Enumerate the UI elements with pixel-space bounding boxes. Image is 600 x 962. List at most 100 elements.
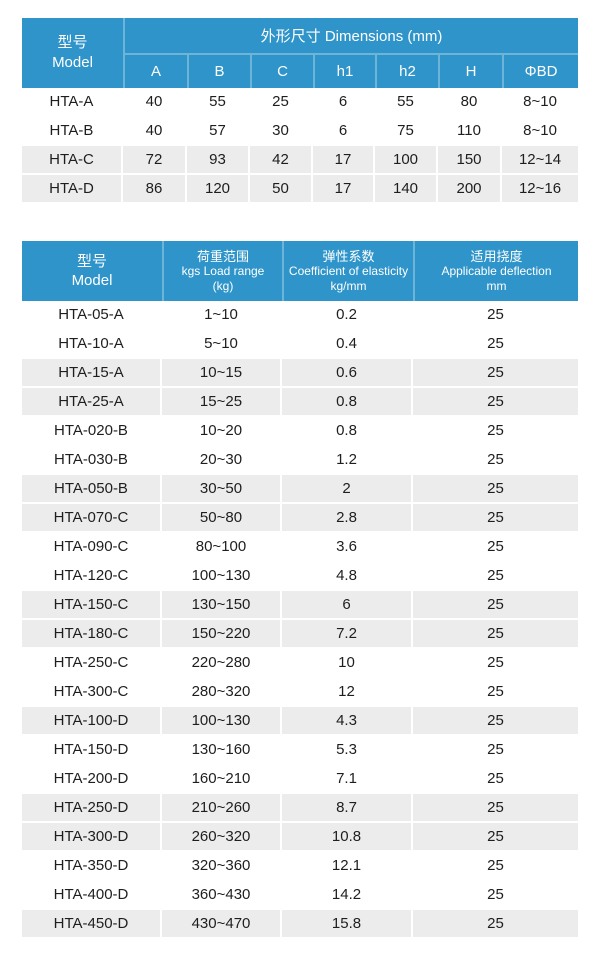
spec-deflection-cell: 25 (413, 301, 578, 330)
spec-table-row: HTA-090-C 80~100 3.6 25 (22, 533, 578, 562)
spec-table-row: HTA-200-D 160~210 7.1 25 (22, 765, 578, 794)
dim-table-row: HTA-B 40 57 30 6 75 110 8~10 (22, 117, 579, 146)
dim-h-cell: 80 (438, 88, 502, 117)
spec-model-cell: HTA-25-A (22, 388, 162, 417)
spec-deflection-cell: 25 (413, 852, 578, 881)
spec-coefficient-cell: 12 (282, 678, 413, 707)
spec-table-row: HTA-070-C 50~80 2.8 25 (22, 504, 578, 533)
spec-table-row: HTA-300-D 260~320 10.8 25 (22, 823, 578, 852)
spec-table-row: HTA-300-C 280~320 12 25 (22, 678, 578, 707)
spec-elasticity-header-unit: kg/mm (330, 278, 367, 293)
spec-deflection-cell: 25 (413, 330, 578, 359)
dim-b-cell: 120 (187, 175, 250, 204)
spec-load-range-cell: 150~220 (162, 620, 282, 649)
spec-coefficient-cell: 14.2 (282, 881, 413, 910)
spec-table-row: HTA-05-A 1~10 0.2 25 (22, 301, 578, 330)
dim-h2-cell: 140 (375, 175, 438, 204)
spec-load-range-cell: 10~20 (162, 417, 282, 446)
spec-coefficient-cell: 0.8 (282, 388, 413, 417)
spec-load-range-cell: 130~160 (162, 736, 282, 765)
spec-deflection-cell: 25 (413, 736, 578, 765)
spec-deflection-cell: 25 (413, 620, 578, 649)
dim-bd-cell: 8~10 (502, 88, 579, 117)
spec-table-row: HTA-150-C 130~150 6 25 (22, 591, 578, 620)
spec-elasticity-header-en: Coefficient of elasticity (288, 263, 409, 278)
spec-coefficient-cell: 12.1 (282, 852, 413, 881)
spec-model-cell: HTA-300-D (22, 823, 162, 852)
spec-load-range-cell: 20~30 (162, 446, 282, 475)
spec-elasticity-header: 弹性系数 Coefficient of elasticity kg/mm (282, 241, 413, 301)
dim-model-header-en: Model (52, 54, 93, 71)
spec-table-row: HTA-100-D 100~130 4.3 25 (22, 707, 578, 736)
dim-model-cell: HTA-A (22, 88, 123, 117)
spec-deflection-cell: 25 (413, 910, 578, 939)
spec-model-cell: HTA-450-D (22, 910, 162, 939)
spec-coefficient-cell: 10 (282, 649, 413, 678)
spec-table-row: HTA-020-B 10~20 0.8 25 (22, 417, 578, 446)
spec-coefficient-cell: 15.8 (282, 910, 413, 939)
spec-deflection-cell: 25 (413, 649, 578, 678)
dim-bd-cell: 12~14 (502, 146, 579, 175)
dim-table-row: HTA-D 86 120 50 17 140 200 12~16 (22, 175, 579, 204)
dim-a-cell: 72 (123, 146, 187, 175)
spec-deflection-cell: 25 (413, 359, 578, 388)
spec-model-cell: HTA-10-A (22, 330, 162, 359)
spec-model-cell: HTA-100-D (22, 707, 162, 736)
dim-model-cell: HTA-D (22, 175, 123, 204)
dim-h1-cell: 17 (313, 146, 375, 175)
spec-load-range-cell: 430~470 (162, 910, 282, 939)
spec-model-cell: HTA-05-A (22, 301, 162, 330)
dimensions-table-header: 型号 Model 外形尺寸 Dimensions (mm) A B C h1 h… (22, 18, 579, 88)
dim-c-cell: 25 (250, 88, 313, 117)
spec-model-header: 型号 Model (22, 241, 162, 301)
spec-table-row: HTA-250-C 220~280 10 25 (22, 649, 578, 678)
spec-model-cell: HTA-070-C (22, 504, 162, 533)
spec-load-range-cell: 260~320 (162, 823, 282, 852)
spec-load-range-cell: 220~280 (162, 649, 282, 678)
spec-coefficient-cell: 3.6 (282, 533, 413, 562)
spec-model-cell: HTA-350-D (22, 852, 162, 881)
dim-group-header: 外形尺寸 Dimensions (mm) (123, 18, 579, 55)
dim-h-cell: 110 (438, 117, 502, 146)
spec-load-range-cell: 100~130 (162, 707, 282, 736)
spec-model-cell: HTA-150-C (22, 591, 162, 620)
spec-coefficient-cell: 6 (282, 591, 413, 620)
spec-coefficient-cell: 4.8 (282, 562, 413, 591)
spec-table-row: HTA-25-A 15~25 0.8 25 (22, 388, 578, 417)
spec-deflection-cell: 25 (413, 591, 578, 620)
spec-load-range-cell: 30~50 (162, 475, 282, 504)
spec-deflection-header-en: Applicable deflection (441, 263, 552, 278)
spec-coefficient-cell: 7.2 (282, 620, 413, 649)
dim-column-header: B (187, 55, 250, 88)
spec-load-range-cell: 10~15 (162, 359, 282, 388)
dim-h1-cell: 17 (313, 175, 375, 204)
spec-table-row: HTA-15-A 10~15 0.6 25 (22, 359, 578, 388)
dim-h2-cell: 75 (375, 117, 438, 146)
spec-table-row: HTA-120-C 100~130 4.8 25 (22, 562, 578, 591)
spec-load-range-cell: 50~80 (162, 504, 282, 533)
spec-deflection-header-zh: 适用挠度 (470, 248, 523, 264)
spec-coefficient-cell: 8.7 (282, 794, 413, 823)
spec-deflection-header-unit: mm (486, 278, 507, 293)
spec-coefficient-cell: 2 (282, 475, 413, 504)
dim-model-header-zh: 型号 (57, 34, 88, 51)
dim-model-cell: HTA-C (22, 146, 123, 175)
spec-deflection-cell: 25 (413, 417, 578, 446)
spec-load-range-cell: 80~100 (162, 533, 282, 562)
spec-load-range-header: 荷重范围 kgs Load range (kg) (162, 241, 282, 301)
spec-deflection-cell: 25 (413, 504, 578, 533)
dim-column-header: H (438, 55, 502, 88)
spec-model-cell: HTA-120-C (22, 562, 162, 591)
spec-deflection-cell: 25 (413, 678, 578, 707)
spec-load-range-header-unit: (kg) (212, 278, 234, 293)
spec-load-range-cell: 210~260 (162, 794, 282, 823)
dim-column-header: h2 (375, 55, 438, 88)
spec-load-range-header-en: kgs Load range (181, 263, 265, 278)
spec-table-row: HTA-10-A 5~10 0.4 25 (22, 330, 578, 359)
spec-model-cell: HTA-15-A (22, 359, 162, 388)
spec-load-range-cell: 130~150 (162, 591, 282, 620)
spec-table-row: HTA-400-D 360~430 14.2 25 (22, 881, 578, 910)
spec-deflection-cell: 25 (413, 707, 578, 736)
spec-coefficient-cell: 5.3 (282, 736, 413, 765)
